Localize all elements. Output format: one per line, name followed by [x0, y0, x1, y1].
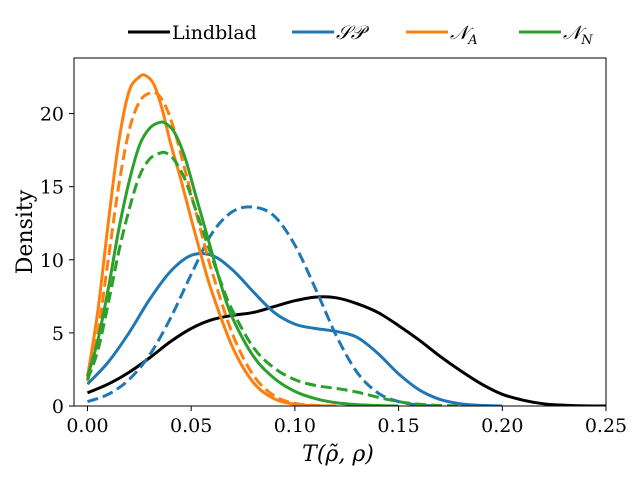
x-tick-label: 0.15 — [377, 415, 419, 437]
plot-area — [85, 73, 606, 406]
x-tick-label: 0.00 — [66, 415, 108, 437]
x-tick-label: 0.20 — [481, 415, 523, 437]
axes-frame — [73, 57, 607, 407]
x-tick-label: 0.05 — [170, 415, 212, 437]
y-axis-ticks: 0 5 10 15 20 — [40, 104, 74, 418]
series-line-sp-solid — [86, 251, 503, 406]
x-tick-label: 0.10 — [274, 415, 316, 437]
axes-border — [73, 57, 607, 407]
series-line-na-dashed — [86, 90, 337, 406]
x-axis-label: T(ρ̃, ρ) — [302, 442, 374, 467]
y-tick-label: 20 — [40, 104, 64, 126]
y-axis-label: Density — [13, 189, 38, 274]
series-line-lindblad — [86, 295, 606, 406]
x-tick-label: 0.25 — [585, 415, 627, 437]
legend-label-subscript: A — [467, 33, 477, 48]
legend-entry: Lindblad — [128, 22, 257, 44]
series-line-nn-solid — [86, 120, 399, 406]
legend-entry: 𝒮𝒫 — [292, 22, 370, 44]
legend-entry: 𝒩N — [519, 22, 593, 48]
legend-label: 𝒮𝒫 — [336, 22, 370, 44]
legend-label: 𝒩N — [563, 22, 593, 48]
y-tick-label: 5 — [52, 323, 64, 345]
legend-label-subscript: N — [580, 33, 593, 48]
series-line-na-solid — [85, 73, 337, 406]
series-line-sp-dashed — [86, 205, 441, 406]
y-tick-label: 10 — [40, 250, 64, 272]
x-axis-ticks: 0.00 0.05 0.10 0.15 0.20 0.25 — [66, 406, 627, 437]
y-tick-label: 15 — [40, 177, 64, 199]
legend: Lindblad 𝒮𝒫 𝒩A 𝒩N — [128, 22, 593, 48]
y-tick-label: 0 — [52, 396, 64, 418]
series-line-nn-dashed — [86, 150, 461, 406]
legend-label: Lindblad — [172, 22, 257, 44]
